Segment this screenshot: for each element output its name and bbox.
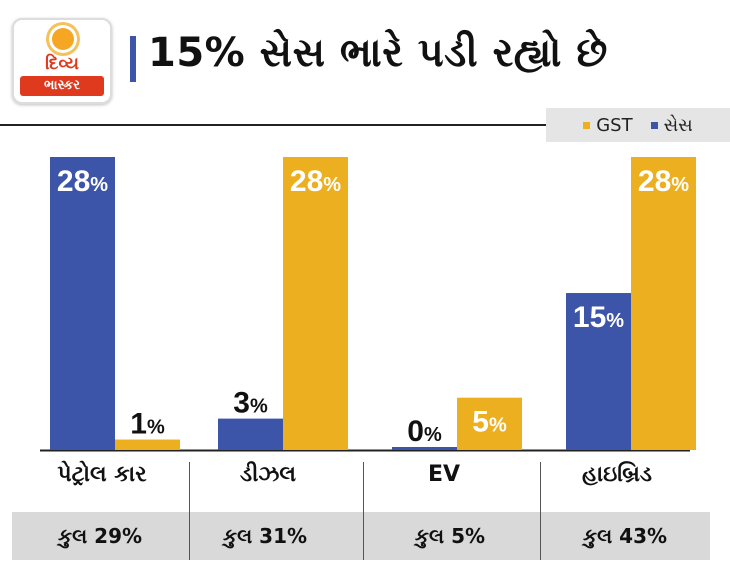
data-label-cess-1: 3% <box>233 387 268 420</box>
chart-title: 15% સેસ ભારે પડી રહ્યો છે <box>148 30 608 76</box>
legend: GST સેસ <box>546 108 730 142</box>
column-separator-0 <box>189 462 190 560</box>
total-label-1: કુલ 31% <box>222 524 308 548</box>
bar-gst-1 <box>283 157 348 450</box>
column-separator-1 <box>363 462 364 560</box>
legend-swatch-gst <box>583 121 591 129</box>
header-divider <box>0 124 546 126</box>
sun-icon <box>52 28 74 50</box>
brand-line1: દિવ્ય <box>45 54 79 74</box>
data-label-gst-2: 5% <box>472 406 507 439</box>
legend-item-gst: GST <box>583 114 633 136</box>
brand-line2: ભાસ્કર <box>20 76 104 96</box>
total-label-3: કુલ 43% <box>582 524 668 548</box>
legend-label-gst: GST <box>596 114 633 136</box>
data-label-gst-1: 28% <box>290 165 341 198</box>
title-accent-bar <box>130 36 136 82</box>
category-label-3: હાઇબ્રિડ <box>582 462 652 487</box>
data-label-cess-2: 0% <box>407 415 442 448</box>
bar-gst-2 <box>457 397 522 450</box>
bar-cess-0 <box>50 157 115 450</box>
total-label-2: કુલ 5% <box>414 524 486 548</box>
data-label-cess-0: 28% <box>57 165 108 198</box>
bar-cess-2 <box>392 447 457 450</box>
bar-gst-3 <box>631 157 696 450</box>
legend-label-cess: સેસ <box>663 114 693 136</box>
legend-swatch-cess <box>650 121 658 129</box>
category-label-2: EV <box>427 462 461 487</box>
bar-gst-0 <box>115 439 180 450</box>
data-label-cess-3: 15% <box>573 301 624 334</box>
data-label-gst-3: 28% <box>638 165 689 198</box>
bar-cess-3 <box>566 293 631 450</box>
totals-band <box>12 512 710 560</box>
column-separator-2 <box>540 462 541 560</box>
bar-cess-1 <box>218 418 283 450</box>
total-label-0: કુલ 29% <box>57 524 143 548</box>
brand-logo: દિવ્ય ભાસ્કર <box>12 18 112 104</box>
legend-item-cess: સેસ <box>650 114 693 136</box>
category-label-1: ડીઝલ <box>240 462 296 487</box>
category-label-0: પેટ્રોલ કાર <box>57 462 147 487</box>
data-label-gst-0: 1% <box>130 408 165 441</box>
